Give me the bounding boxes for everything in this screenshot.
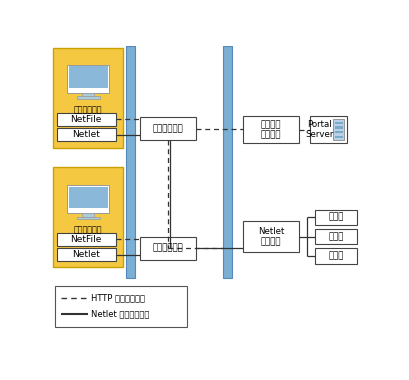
Bar	[315, 248, 357, 263]
Bar	[140, 117, 196, 140]
Bar	[69, 66, 108, 88]
Text: クライアント: クライアント	[74, 226, 103, 235]
Bar	[126, 46, 135, 278]
Bar	[67, 185, 109, 213]
Text: ホスト: ホスト	[328, 251, 344, 260]
Text: NetFile: NetFile	[70, 115, 102, 124]
Bar	[56, 233, 116, 246]
Bar	[54, 48, 123, 148]
Text: HTTP トラフィック: HTTP トラフィック	[92, 294, 146, 302]
Bar	[333, 119, 344, 140]
Bar	[56, 128, 116, 141]
Bar	[69, 187, 108, 208]
Bar	[335, 136, 342, 138]
Bar	[56, 112, 116, 126]
Text: リライタ
プロキシ: リライタ プロキシ	[261, 120, 281, 139]
Text: ホスト: ホスト	[328, 232, 344, 241]
Text: Netlet トラフィック: Netlet トラフィック	[92, 309, 150, 318]
Text: Netlet: Netlet	[72, 130, 100, 139]
Text: ホスト: ホスト	[328, 213, 344, 222]
Bar	[335, 122, 342, 124]
Bar	[55, 286, 187, 328]
Text: Netlet
プロキシ: Netlet プロキシ	[258, 227, 284, 246]
Bar	[310, 116, 347, 143]
Bar	[83, 213, 94, 217]
Bar	[315, 229, 357, 244]
Bar	[315, 210, 357, 225]
Text: クライアント: クライアント	[74, 106, 103, 115]
Bar	[335, 131, 342, 133]
Bar	[56, 248, 116, 261]
Text: NetFile: NetFile	[70, 235, 102, 244]
Text: ゲートウェイ: ゲートウェイ	[153, 244, 184, 253]
Bar	[77, 97, 100, 99]
Text: Netlet: Netlet	[72, 250, 100, 259]
Bar	[77, 217, 100, 219]
Bar	[140, 237, 196, 260]
Bar	[335, 127, 342, 129]
Bar	[243, 221, 299, 252]
Bar	[54, 167, 123, 268]
Text: Portal
Server: Portal Server	[305, 120, 333, 139]
Bar	[223, 46, 232, 278]
Text: ゲートウェイ: ゲートウェイ	[153, 124, 184, 133]
Bar	[243, 116, 299, 143]
Bar	[67, 65, 109, 93]
Bar	[83, 93, 94, 97]
